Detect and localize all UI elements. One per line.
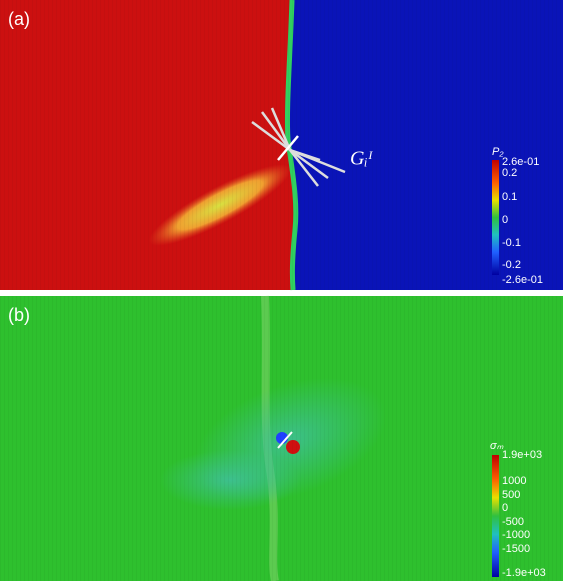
mesh [0, 296, 563, 581]
colorbar-tick-label: -1000 [502, 529, 530, 541]
colorbar-tick-label: -500 [502, 516, 524, 528]
colorbar-tick-label: 1.9e+03 [502, 449, 542, 461]
colorbar-tick-label: 0 [502, 502, 508, 514]
colorbar-tick-label: -1.9e+03 [502, 567, 546, 579]
panel-label: (a) [8, 9, 30, 29]
colorbar [492, 160, 499, 275]
panel-label: (b) [8, 305, 30, 325]
colorbar-tick-label: -2.6e-01 [502, 274, 543, 286]
colorbar-tick-label: 1000 [502, 475, 526, 487]
arrows [251, 107, 346, 187]
colorbar-tick-label: -0.2 [502, 259, 521, 271]
colorbar [492, 455, 499, 577]
colorbar-tick-label: 2.6e-01 [502, 156, 539, 168]
colorbar-tick-label: 0.2 [502, 167, 517, 179]
annotation: Gᵢᴵ [350, 148, 374, 170]
colorbar-title: P₂ [492, 146, 504, 158]
colorbar-title: σₘ [490, 440, 504, 452]
colorbar-tick-label: 500 [502, 489, 520, 501]
colorbar-tick-label: 0 [502, 214, 508, 226]
colorbar-tick-label: -0.1 [502, 237, 521, 249]
colorbar-tick-label: -1500 [502, 543, 530, 555]
panel-a: (a) Gᵢᴵ P₂ 2.6e-010.2 0.1 0 -0.1 -0.2 -2.6e-0… [0, 0, 563, 291]
colorbar-tick-label: 0.1 [502, 191, 517, 203]
